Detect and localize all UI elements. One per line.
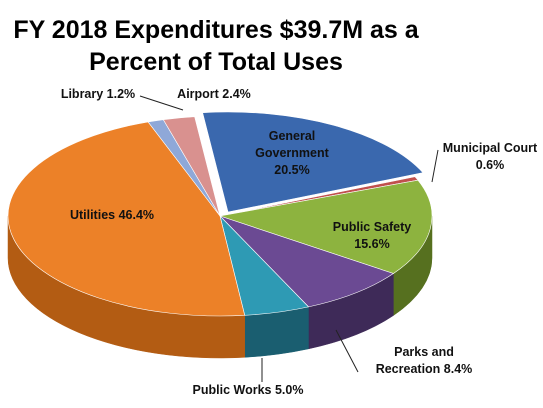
pie-slice-public-safety [219, 179, 433, 274]
data-label-parks-and-recreation: Parks and Recreation 8.4% [376, 345, 473, 376]
data-label-line: Airport 2.4% [177, 87, 251, 101]
data-label-line: Public Works 5.0% [193, 383, 304, 397]
chart-title-line-1: FY 2018 Expenditures $39.7M as a [13, 16, 419, 44]
data-label-line: 0.6% [476, 158, 505, 172]
leader-line-parks-and-recreation [335, 329, 359, 373]
data-label-line: General [269, 129, 316, 143]
pie-slice-general-government [202, 111, 424, 213]
data-label-utilities: Utilities 46.4% [70, 208, 154, 222]
data-label-line: Utilities 46.4% [70, 208, 154, 222]
pie-slice-airport [162, 116, 221, 217]
leader-line-library [139, 95, 184, 111]
data-label-library: Library 1.2% [61, 87, 135, 101]
data-label-line: 15.6% [354, 237, 389, 251]
data-label-public-safety: Public Safety 15.6% [333, 220, 412, 251]
data-label-line: Government [255, 146, 329, 160]
data-label-line: Recreation 8.4% [376, 362, 473, 376]
slice-labels: General Government 20.5% Municipal Court 0.6… [61, 87, 538, 397]
data-label-line: 20.5% [274, 163, 309, 177]
pie-slice-parks-and-recreation [219, 215, 395, 308]
data-label-line: Public Safety [333, 220, 412, 234]
pie-sides [7, 215, 433, 359]
leader-lines [139, 95, 439, 382]
data-label-municipal-court: Municipal Court 0.6% [443, 141, 538, 172]
pie-slice-utilities [7, 121, 246, 317]
chart-title-line-2: Percent of Total Uses [89, 48, 343, 76]
data-label-line: Municipal Court [443, 141, 538, 155]
leader-line-municipal-court [431, 149, 439, 183]
data-label-public-works: Public Works 5.0% [193, 383, 304, 397]
data-label-line: Parks and [394, 345, 454, 359]
data-label-general-government: General Government 20.5% [255, 129, 329, 177]
data-label-airport: Airport 2.4% [177, 87, 251, 101]
pie-tops [7, 111, 433, 317]
data-label-line: Library 1.2% [61, 87, 135, 101]
